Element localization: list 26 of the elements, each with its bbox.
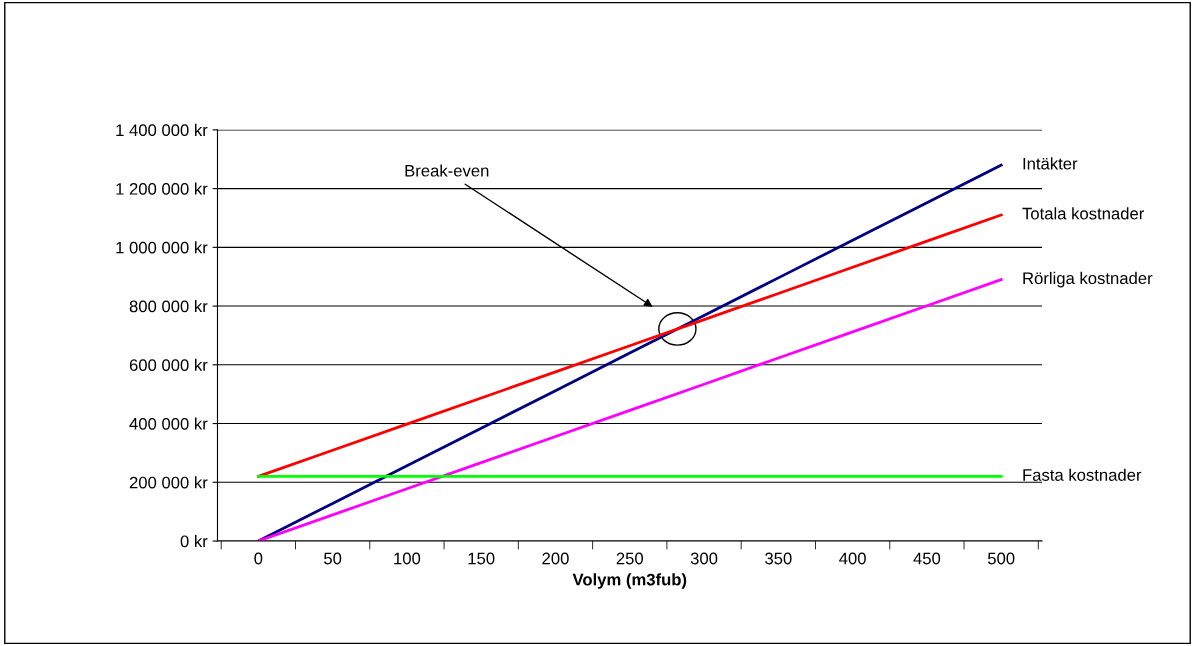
line-series — [256, 278, 1003, 542]
x-tick-label: 0 — [254, 552, 263, 565]
x-tick-label: 50 — [324, 552, 342, 565]
x-tick-label: 450 — [913, 552, 941, 565]
series-label: Rörliga kostnader — [1023, 271, 1153, 288]
y-tick-label: 200 000 kr — [129, 476, 208, 489]
x-tick-label: 400 — [839, 552, 866, 565]
x-tick-label: 100 — [394, 552, 421, 565]
series-label: Fasta kostnader — [1023, 468, 1142, 481]
series-label: Intäkter — [1023, 157, 1078, 170]
series-label: Totala kostnader — [1022, 207, 1145, 220]
x-tick-label: 300 — [690, 552, 718, 565]
x-tick-label: 500 — [987, 552, 1015, 565]
y-tick-label: 600 000 kr — [129, 358, 208, 372]
y-tick-label: 0 kr — [180, 534, 208, 548]
y-tick-label: 400 000 kr — [129, 417, 208, 430]
x-tick-label: 150 — [468, 552, 495, 565]
y-tick-label: 1 000 000 kr — [116, 241, 208, 254]
y-tick-label: 1 200 000 kr — [116, 182, 208, 195]
x-tick-label: 350 — [765, 552, 792, 565]
y-tick-label: 1 400 000 kr — [116, 123, 208, 137]
x-tick-label: 250 — [616, 552, 644, 565]
annotation: Break-even — [405, 164, 489, 177]
x-tick-label: 200 — [542, 552, 569, 565]
y-tick-label: 800 000 kr — [129, 300, 208, 313]
x-axis-title: Volym (m3fub) — [572, 573, 687, 589]
